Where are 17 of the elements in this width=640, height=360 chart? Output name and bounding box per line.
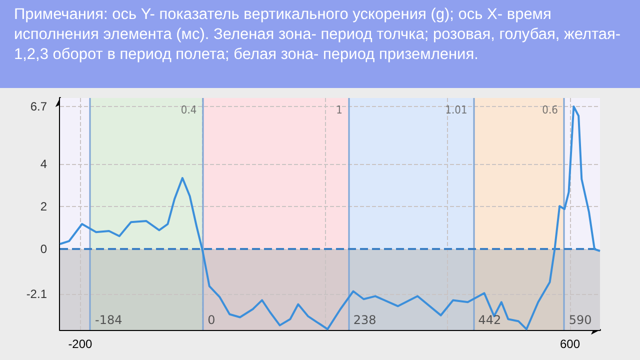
band-label: 0.6 <box>542 104 558 116</box>
ref-line-label: 590 <box>568 313 592 327</box>
chart-title: Примечания: ось Y- показатель вертикального ускорения (g); ось X- время исполнения элемента (мс). Зеленая зона- период толчка; розовая, голубая, желтая- 1,2,3 оборот в период полета; белая зона- период приземления. <box>0 0 640 88</box>
y-tick-label: 0 <box>40 242 48 256</box>
x-tick-label: 600 <box>560 337 580 351</box>
ref-line-label: 442 <box>478 313 502 327</box>
y-tick-label: 4 <box>40 156 48 171</box>
x-tick-label: -200 <box>68 337 93 351</box>
band-label: 0.4 <box>180 104 197 116</box>
ref-line-label: 0 <box>208 313 216 327</box>
y-tick-label: -2.1 <box>26 286 48 301</box>
ref-line-label: 238 <box>353 313 376 327</box>
y-tick-label: 6.7 <box>30 100 48 114</box>
band-label: 1.01 <box>445 104 468 116</box>
y-tick-label: 2 <box>40 200 48 214</box>
band-label: 1 <box>336 104 342 116</box>
ref-line-label: -184 <box>95 313 122 327</box>
